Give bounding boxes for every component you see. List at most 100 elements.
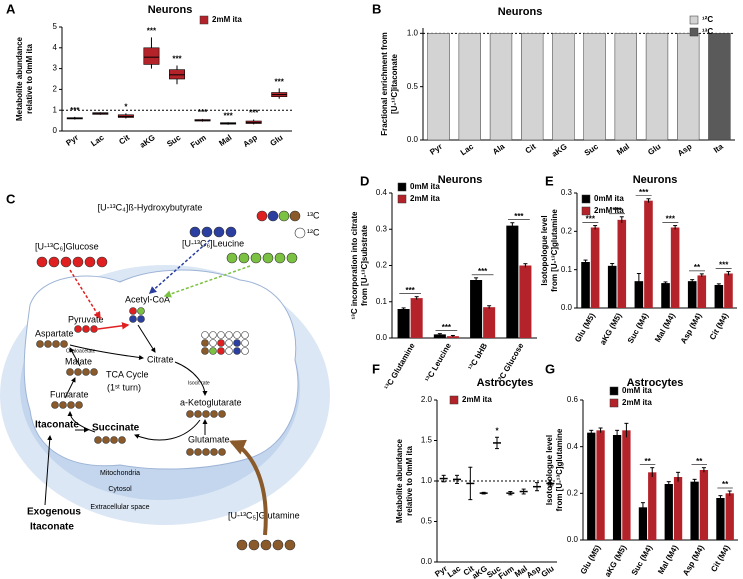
x-tick-label: aKG (M5) xyxy=(603,543,629,578)
x-tick-label: aKG xyxy=(550,142,569,159)
x-tick-label: Lac xyxy=(459,142,476,158)
x-tick-label: Pyr xyxy=(64,133,80,148)
y-tick-label: 2.0 xyxy=(421,395,433,404)
label: Malate xyxy=(65,356,92,366)
legend-label: 2mM ita xyxy=(594,206,624,215)
arrows xyxy=(44,239,268,536)
x-tick-label: Cit (M4) xyxy=(708,311,731,341)
x-tick-label: Asp xyxy=(241,133,259,149)
legend-label: 0mM ita xyxy=(622,386,652,395)
x-tick-label: aKG xyxy=(138,133,157,150)
chart-title: Neurons xyxy=(438,174,483,186)
label: Itaconate xyxy=(35,420,79,431)
legend-label: ¹²C xyxy=(702,15,713,24)
x-tick-label: Asp xyxy=(676,142,694,158)
legend-label: 0mM ita xyxy=(410,182,440,191)
bar xyxy=(397,309,410,338)
bar xyxy=(590,227,600,308)
panel-label: D xyxy=(360,173,369,188)
y-tick-label: 0.1 xyxy=(561,265,573,274)
chart-title: Astrocytes xyxy=(627,377,684,389)
x-tick-label: Glu (M5) xyxy=(573,311,597,344)
bar xyxy=(716,498,725,540)
bar xyxy=(581,262,590,308)
x-tick-label: Lac xyxy=(89,133,106,149)
panel-label: F xyxy=(372,361,380,376)
y-tick-label: 0.5 xyxy=(421,517,433,526)
label: (1ˢᵗ turn) xyxy=(107,382,141,392)
legend-swatch xyxy=(581,206,591,216)
y-tick-label: 1.0 xyxy=(421,476,433,485)
significance: ** xyxy=(694,263,701,272)
significance: *** xyxy=(719,261,729,270)
y-tick-label: 0.2 xyxy=(561,226,573,235)
y-tick-label: 0.0 xyxy=(561,303,573,312)
significance: *** xyxy=(639,188,649,197)
y-axis-label: relative to 0mM ita xyxy=(25,44,34,114)
significance: *** xyxy=(612,206,622,215)
label: Succinate xyxy=(92,423,140,434)
label: Isocit rate xyxy=(188,380,210,386)
x-tick-label: Ala xyxy=(491,142,507,157)
significance: *** xyxy=(442,323,452,332)
x-tick-label: Asp (M4) xyxy=(681,543,706,577)
carbon-circles xyxy=(36,210,306,551)
box xyxy=(143,47,160,65)
bar xyxy=(725,493,734,540)
label: ¹²C xyxy=(307,227,320,237)
bar xyxy=(673,477,683,540)
significance: * xyxy=(124,102,128,111)
y-axis-label: from [U-¹³C]substrate xyxy=(360,225,369,306)
legend-swatch xyxy=(397,194,407,204)
significance: *** xyxy=(666,215,676,224)
bar xyxy=(648,472,657,540)
x-tick-label: Fum xyxy=(189,133,208,150)
x-tick-label: Suc xyxy=(583,142,601,158)
y-tick-label: 0.6 xyxy=(567,395,579,404)
label: Itaconate xyxy=(30,522,74,533)
chart-title: Neurons xyxy=(148,4,193,16)
panel-label: E xyxy=(545,173,554,188)
x-tick-label: ¹³C Leucine xyxy=(423,341,453,384)
y-axis-label: Metabolite abundance xyxy=(395,438,404,523)
bar xyxy=(724,273,733,308)
x-tick-label: ¹³C bHB xyxy=(466,341,489,371)
bar xyxy=(446,336,459,338)
y-tick-label: 0.4 xyxy=(567,442,579,451)
bar xyxy=(699,470,709,540)
label: Cytosol xyxy=(108,486,132,493)
bar xyxy=(596,430,605,540)
legend-swatch xyxy=(689,27,699,37)
significance: *** xyxy=(198,108,208,117)
label: [U-¹³C₄]ß-Hydroxybutyrate xyxy=(98,202,203,212)
y-axis-label: [U-¹³C]itaconate xyxy=(390,53,399,114)
significance: *** xyxy=(478,267,488,276)
bar xyxy=(690,481,699,540)
bar xyxy=(622,430,631,540)
x-tick-label: Glu xyxy=(540,564,556,579)
y-tick-label: 0.0 xyxy=(376,333,388,342)
legend-swatch xyxy=(199,15,209,25)
bar xyxy=(661,283,670,308)
bar xyxy=(410,298,423,338)
bar xyxy=(645,33,669,141)
y-tick-label: 3 xyxy=(53,64,58,73)
bar xyxy=(677,33,700,141)
chart-title: Neurons xyxy=(498,6,543,18)
bar xyxy=(458,33,481,141)
x-tick-label: Suc xyxy=(165,133,183,149)
x-tick-label: Asp (M4) xyxy=(679,311,704,345)
x-tick-label: Mal (M4) xyxy=(656,543,680,576)
bar xyxy=(427,33,450,141)
legend-label: ¹³C xyxy=(702,27,713,36)
x-tick-label: Suc (M4) xyxy=(626,311,651,345)
x-tick-label: Cit xyxy=(117,133,131,147)
bar xyxy=(483,307,496,338)
y-tick-label: 0.0 xyxy=(421,557,433,566)
y-axis-label: Fractional enrichment from xyxy=(380,32,389,136)
legend-swatch xyxy=(397,182,407,192)
bar xyxy=(489,33,513,141)
significance: *** xyxy=(223,111,233,120)
bar xyxy=(519,265,532,338)
x-tick-label: Glu xyxy=(646,142,662,157)
